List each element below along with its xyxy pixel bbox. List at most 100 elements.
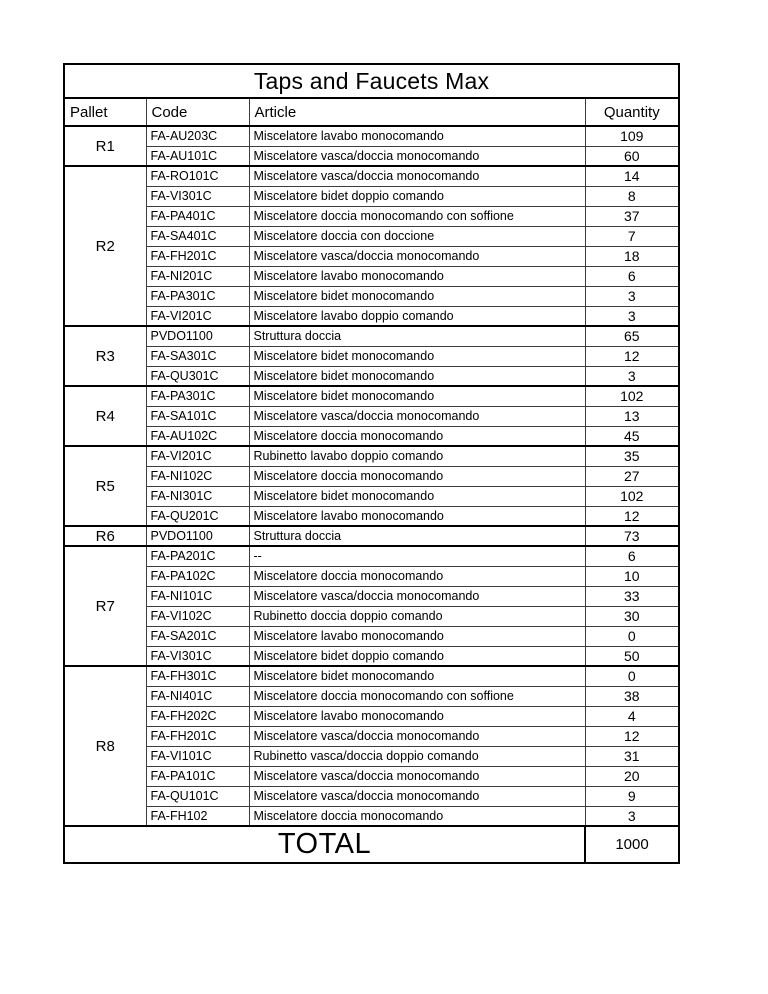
table-row: FA-QU101C Miscelatore vasca/doccia monoco… [64,785,680,807]
code-cell: FA-PA301C [145,285,250,307]
code-cell: PVDO1100 [145,325,250,347]
quantity-cell: 50 [584,645,680,667]
table-row: FA-VI201C Miscelatore lavabo doppio coman… [64,305,680,327]
table-row: FA-QU301C Miscelatore bidet monocomando 3 [64,365,680,387]
code-cell: FA-FH201C [145,245,250,267]
pallet-cell: R8 [63,665,147,827]
code-cell: FA-QU201C [145,505,250,527]
article-cell: Miscelatore lavabo doppio comando [248,305,586,327]
table-row: R1 FA-AU203C Miscelatore lavabo monocomand… [63,125,680,167]
article-cell: Miscelatore doccia monocomando con soffi… [248,685,586,707]
table-row: FA-FH202C Miscelatore lavabo monocomando 4 [64,705,680,727]
quantity-cell: 102 [584,485,680,507]
table-row: R5 FA-VI201C Rubinetto lavabo doppio coman… [63,445,680,527]
quantity-cell: 65 [584,325,680,347]
article-cell: Miscelatore lavabo monocomando [248,265,586,287]
article-cell: Miscelatore bidet monocomando [248,485,586,507]
pallet-cell: R4 [63,385,147,447]
table-row: FA-NI102C Miscelatore doccia monocomando 2… [64,465,680,487]
pallet-cell: R5 [63,445,147,527]
quantity-cell: 13 [584,405,680,427]
article-cell: -- [248,545,586,567]
title-row: Taps and Faucets Max [62,63,681,99]
article-cell: Miscelatore doccia monocomando [248,425,586,447]
table-row: FA-FH102 Miscelatore doccia monocomando 3 [64,805,680,827]
article-cell: Miscelatore vasca/doccia monocomando [248,165,586,187]
table-row: FA-VI301C Miscelatore bidet doppio comand… [64,185,680,207]
quantity-cell: 109 [584,125,680,147]
table-row: FA-PA301C Miscelatore bidet monocomando 3 [64,285,680,307]
code-cell: FA-NI102C [145,465,250,487]
article-cell: Miscelatore vasca/doccia monocomando [248,405,586,427]
quantity-cell: 7 [584,225,680,247]
quantity-cell: 31 [584,745,680,767]
quantity-cell: 3 [584,805,680,827]
quantity-cell: 102 [584,385,680,407]
article-cell: Miscelatore vasca/doccia monocomando [248,765,586,787]
code-cell: FA-AU203C [145,125,250,147]
article-cell: Miscelatore lavabo monocomando [248,705,586,727]
code-cell: FA-NI401C [145,685,250,707]
quantity-cell: 60 [584,145,680,167]
code-cell: FA-PA102C [145,565,250,587]
code-cell: FA-SA201C [145,625,250,647]
quantity-cell: 73 [584,525,680,547]
total-label: TOTAL [63,825,586,864]
article-cell: Miscelatore bidet monocomando [248,365,586,387]
quantity-cell: 12 [584,725,680,747]
table-row: R6 PVDO1100 Struttura doccia 73 [63,525,680,547]
code-cell: FA-RO101C [145,165,250,187]
table-row: FA-AU101C Miscelatore vasca/doccia monoco… [64,145,680,167]
article-cell: Miscelatore bidet doppio comando [248,645,586,667]
table-row: R3 PVDO1100 Struttura doccia 65 [63,325,680,387]
article-cell: Miscelatore bidet monocomando [248,345,586,367]
article-cell: Miscelatore doccia monocomando [248,805,586,827]
article-cell: Miscelatore doccia monocomando [248,465,586,487]
quantity-cell: 14 [584,165,680,187]
article-cell: Struttura doccia [248,525,586,547]
page-title: Taps and Faucets Max [62,63,681,99]
code-cell: FA-PA301C [145,385,250,407]
quantity-cell: 3 [584,305,680,327]
code-cell: FA-VI201C [145,305,250,327]
code-cell: FA-PA101C [145,765,250,787]
article-cell: Miscelatore doccia monocomando [248,565,586,587]
table-row: R4 FA-PA301C Miscelatore bidet monocomando… [63,385,680,447]
table-row: R8 FA-FH301C Miscelatore bidet monocomando… [63,665,680,827]
quantity-cell: 6 [584,545,680,567]
quantity-cell: 0 [584,665,680,687]
article-cell: Miscelatore bidet monocomando [248,285,586,307]
quantity-cell: 6 [584,265,680,287]
pallet-cell: R2 [63,165,147,327]
column-header-quantity: Quantity [584,97,680,127]
quantity-cell: 8 [584,185,680,207]
article-cell: Rubinetto vasca/doccia doppio comando [248,745,586,767]
code-cell: FA-PA201C [145,545,250,567]
code-cell: FA-SA101C [145,405,250,427]
code-cell: FA-VI301C [145,185,250,207]
code-cell: FA-NI201C [145,265,250,287]
article-cell: Miscelatore lavabo monocomando [248,625,586,647]
table-row: FA-SA101C Miscelatore vasca/doccia monoco… [64,405,680,427]
article-cell: Miscelatore bidet doppio comando [248,185,586,207]
quantity-cell: 12 [584,505,680,527]
table-row: FA-NI101C Miscelatore vasca/doccia monoco… [64,585,680,607]
table-row: R2 FA-RO101C Miscelatore vasca/doccia mono… [63,165,680,327]
table-row: R7 FA-PA201C -- 6 [63,545,680,667]
code-cell: PVDO1100 [145,525,250,547]
table-row: FA-FH201C Miscelatore vasca/doccia monoco… [64,725,680,747]
pallet-cell: R3 [63,325,147,387]
article-cell: Miscelatore vasca/doccia monocomando [248,725,586,747]
table-row: FA-QU201C Miscelatore lavabo monocomando 1… [64,505,680,527]
table-row: FA-VI101C Rubinetto vasca/doccia doppio c… [64,745,680,767]
code-cell: FA-SA301C [145,345,250,367]
quantity-cell: 3 [584,285,680,307]
code-cell: FA-VI101C [145,745,250,767]
quantity-cell: 38 [584,685,680,707]
article-cell: Miscelatore bidet monocomando [248,665,586,687]
code-cell: FA-VI201C [145,445,250,467]
code-cell: FA-FH202C [145,705,250,727]
code-cell: FA-AU101C [145,145,250,167]
table-row: FA-SA401C Miscelatore doccia con doccione… [64,225,680,247]
total-quantity: 1000 [583,825,681,864]
